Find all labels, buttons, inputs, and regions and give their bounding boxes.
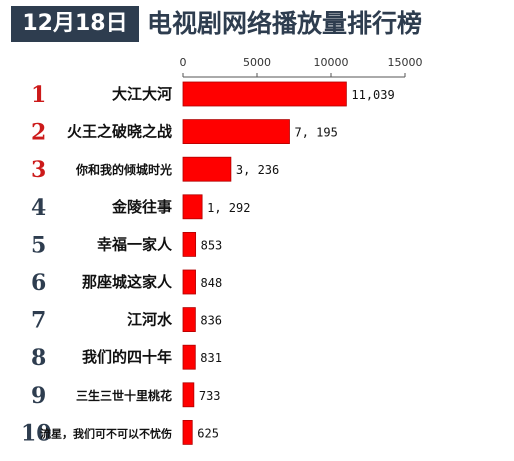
value-label: 831 — [200, 351, 222, 365]
bar — [182, 419, 193, 445]
value-label: 733 — [199, 389, 221, 403]
rank-number: 4 — [31, 195, 46, 221]
category-label: 我们的四十年 — [82, 348, 172, 366]
bar — [182, 307, 196, 333]
category-label: 金陵往事 — [111, 198, 172, 216]
value-label: 848 — [201, 276, 223, 290]
bar — [182, 344, 196, 370]
value-label: 3, 236 — [236, 163, 279, 177]
rank-number: 9 — [31, 383, 46, 409]
category-label: 你和我的倾城时光 — [75, 162, 172, 177]
value-label: 836 — [200, 314, 222, 328]
rank-number: 10 — [21, 420, 52, 446]
chart-title: 电视剧网络播放量排行榜 — [147, 9, 423, 38]
value-label: 7, 195 — [294, 126, 337, 140]
rank-number: 2 — [31, 120, 46, 146]
category-label: 火王之破晓之战 — [67, 123, 172, 141]
rank-number: 3 — [31, 157, 46, 183]
value-label: 11,039 — [351, 88, 394, 102]
rank-number: 8 — [31, 345, 46, 371]
bar — [182, 382, 195, 408]
category-label: 幸福一家人 — [97, 235, 173, 253]
category-label: 流星，我们可不可以不忧伤 — [40, 426, 172, 440]
bar — [182, 269, 196, 295]
rank-number: 1 — [31, 82, 46, 108]
x-tick-label: 0 — [180, 56, 187, 69]
rank-number: 6 — [31, 270, 46, 296]
rank-number: 5 — [31, 232, 46, 258]
date-badge: 12月18日 — [11, 6, 139, 42]
bar — [182, 81, 347, 107]
value-label: 853 — [201, 238, 223, 252]
x-tick-label: 15000 — [388, 56, 423, 69]
bar — [182, 194, 203, 220]
x-tick-label: 10000 — [314, 56, 349, 69]
value-label: 1, 292 — [207, 201, 250, 215]
bar — [182, 156, 232, 182]
bar — [182, 231, 197, 257]
category-label: 三生三世十里桃花 — [76, 388, 172, 403]
x-tick-label: 5000 — [243, 56, 271, 69]
bar — [182, 119, 290, 144]
rank-number: 7 — [31, 308, 46, 334]
value-label: 625 — [197, 426, 219, 440]
category-label: 那座城这家人 — [82, 273, 173, 291]
category-label: 江河水 — [127, 311, 173, 329]
category-label: 大江大河 — [112, 85, 172, 103]
